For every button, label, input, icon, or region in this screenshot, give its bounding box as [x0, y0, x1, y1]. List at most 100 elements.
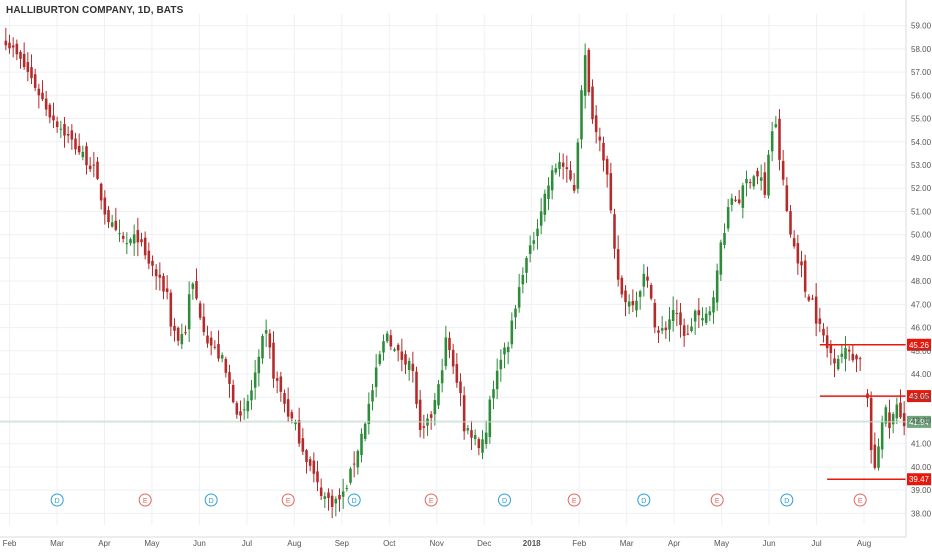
- candle-body: [136, 229, 140, 243]
- candle-body: [657, 330, 660, 333]
- candle-body: [422, 426, 426, 428]
- candle-body: [88, 165, 92, 170]
- candle-body: [796, 243, 800, 264]
- candle-body: [459, 381, 462, 394]
- candle-body: [594, 115, 598, 133]
- candle-body: [176, 327, 180, 341]
- candle-body: [290, 412, 294, 419]
- candle-body: [217, 344, 220, 359]
- dividend-marker[interactable]: [347, 493, 361, 507]
- candle-body: [778, 118, 781, 160]
- candle-body: [209, 337, 213, 346]
- dividend-marker[interactable]: [780, 493, 794, 507]
- candle-body: [250, 390, 253, 401]
- candle-body: [572, 184, 576, 191]
- candle-body: [536, 228, 539, 237]
- candle-body: [510, 320, 514, 345]
- x-tick-label: Mar: [50, 539, 64, 548]
- x-tick-label: May: [144, 539, 159, 548]
- candle-body: [107, 210, 110, 223]
- candle-body: [613, 214, 616, 249]
- dividend-marker[interactable]: [637, 493, 651, 507]
- y-tick-label: 44.00: [911, 370, 932, 379]
- y-tick-label: 45.00: [911, 347, 932, 356]
- candle-body: [477, 439, 481, 449]
- candle-body: [627, 301, 631, 307]
- candle-body: [550, 170, 554, 191]
- earnings-marker[interactable]: [138, 493, 152, 507]
- candle-body: [37, 88, 41, 96]
- candle-body: [389, 335, 393, 347]
- earnings-marker-label: E: [715, 498, 720, 505]
- candle-body: [763, 172, 767, 195]
- candle-body: [264, 330, 268, 334]
- candle-body: [382, 341, 385, 353]
- candle-body: [484, 432, 488, 444]
- candle-body: [110, 222, 114, 227]
- candle-body: [752, 176, 756, 187]
- candle-body: [558, 161, 561, 169]
- dividend-marker[interactable]: [204, 493, 218, 507]
- candle-body: [407, 360, 411, 371]
- candle-body: [286, 399, 290, 417]
- candle-body: [66, 133, 70, 136]
- earnings-marker[interactable]: [424, 493, 438, 507]
- candle-body: [118, 233, 121, 235]
- candle-body: [158, 274, 162, 278]
- earnings-marker-label: E: [429, 498, 434, 505]
- candle-body: [767, 154, 770, 196]
- earnings-marker-label: E: [858, 498, 863, 505]
- candle-body: [184, 332, 187, 334]
- candle-body: [378, 354, 382, 364]
- earnings-marker[interactable]: [710, 493, 724, 507]
- dividend-marker[interactable]: [50, 493, 64, 507]
- candle-body: [686, 333, 690, 335]
- x-tick-label: Jul: [811, 539, 821, 548]
- candle-body: [338, 495, 341, 500]
- candle-body: [327, 492, 330, 498]
- candle-body: [499, 359, 503, 370]
- candle-body: [235, 403, 239, 415]
- x-tick-label: Dec: [477, 539, 491, 548]
- candle-body: [231, 384, 235, 403]
- candle-body: [646, 276, 649, 281]
- earnings-marker[interactable]: [853, 493, 867, 507]
- candle-body: [261, 335, 264, 359]
- candle-body: [642, 273, 646, 287]
- candle-body: [418, 399, 422, 430]
- candle-body: [697, 310, 701, 316]
- candle-body: [345, 487, 349, 489]
- candle-body: [4, 40, 8, 46]
- candle-body: [756, 170, 759, 177]
- dividend-marker-label: D: [784, 498, 789, 505]
- candle-body: [114, 220, 118, 230]
- candle-body: [635, 300, 638, 311]
- candle-body: [202, 316, 206, 333]
- candle-body: [77, 145, 81, 153]
- candle-body: [481, 439, 484, 453]
- candle-body: [59, 128, 63, 130]
- earnings-marker[interactable]: [281, 493, 295, 507]
- candle-body: [800, 261, 803, 266]
- dividend-marker[interactable]: [498, 493, 511, 507]
- candle-body: [121, 235, 125, 239]
- candle-body: [371, 390, 374, 402]
- candle-body: [473, 435, 477, 439]
- candle-body: [11, 45, 15, 48]
- candle-body: [668, 319, 671, 330]
- candle-body: [693, 310, 697, 322]
- level-price-label: 43.05: [909, 392, 930, 401]
- candle-body: [316, 471, 319, 483]
- candle-body: [712, 297, 715, 313]
- candle-layer: [4, 27, 906, 519]
- candle-body: [554, 168, 558, 173]
- level-layer[interactable]: 41.94 45.26 43.05 39.47: [0, 338, 931, 486]
- earnings-marker[interactable]: [567, 493, 581, 507]
- candle-body: [525, 257, 528, 273]
- candle-body: [829, 345, 833, 354]
- candle-body: [785, 185, 789, 212]
- candle-body: [492, 389, 495, 399]
- y-tick-label: 51.00: [911, 207, 932, 216]
